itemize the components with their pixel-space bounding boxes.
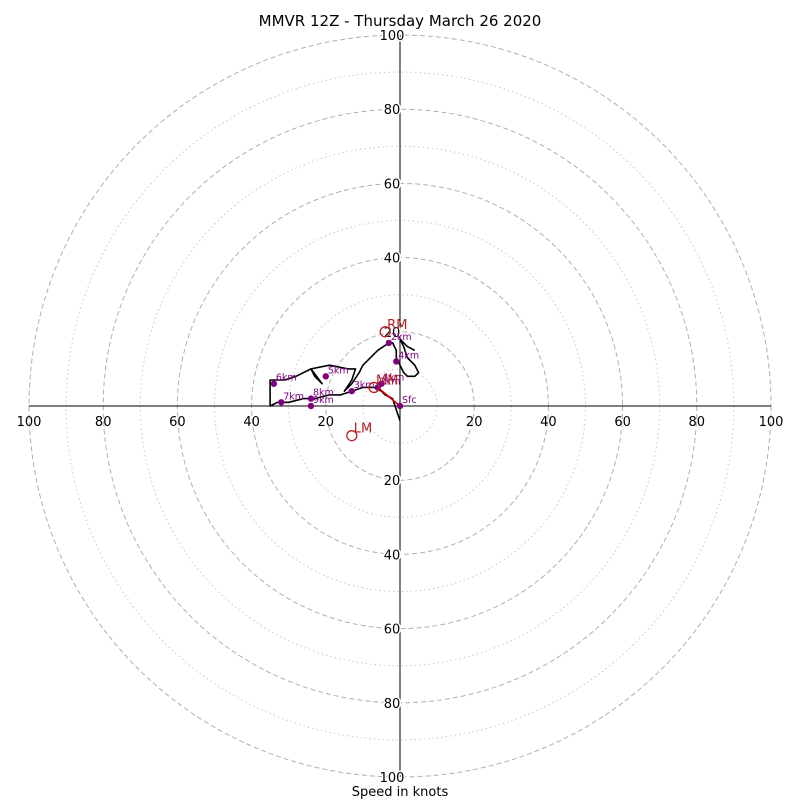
storm-motion-marker (379, 326, 391, 338)
x-axis-label: Speed in knots (352, 785, 449, 800)
x-tick-label: 20 (466, 415, 483, 430)
y-tick-label: 40 (384, 548, 401, 563)
storm-motion-mm: MM (368, 373, 398, 394)
x-tick-label: 20 (318, 415, 335, 430)
height-marker-dot (393, 358, 400, 365)
height-marker-dot (307, 402, 315, 410)
bulk-shear-line (377, 386, 401, 407)
height-marker-label: 3km (354, 380, 375, 391)
height-marker-dot (307, 395, 315, 402)
height-marker-label: 1km (383, 373, 404, 384)
x-tick-label: 60 (614, 415, 631, 430)
y-tick-label: 100 (380, 29, 405, 44)
x-tick-label: 80 (689, 415, 706, 430)
y-tick-label: 100 (380, 771, 405, 786)
x-tick-label: 100 (17, 415, 42, 430)
height-marker-7km: 7km (278, 391, 304, 406)
height-marker-8km: 8km (307, 388, 334, 402)
height-marker-label: 2km (391, 332, 412, 343)
y-tick-label: 80 (384, 103, 401, 118)
y-tick-label: 60 (384, 177, 401, 192)
height-marker-label: 4km (398, 350, 419, 361)
storm-motion-lm: LM (346, 422, 372, 442)
height-marker-6km: 6km (270, 373, 297, 387)
y-tick-label: 60 (384, 623, 401, 638)
height-marker-dot (278, 399, 285, 406)
hodograph-trace (269, 338, 420, 422)
height-marker-label: Sfc (402, 395, 417, 406)
height-marker-5km: 5km (322, 365, 349, 380)
x-tick-label: 40 (540, 415, 557, 430)
height-marker-2km: 2km (385, 332, 412, 347)
tick-labels: 100 80 60 40 20 20 40 60 80 100 100 80 60 40 20 20 40 60 8… (17, 28, 784, 788)
chart-title: MMVR 12Z - Thursday March 26 2020 (259, 12, 542, 30)
storm-motion-label: LM (354, 422, 372, 437)
storm-motions: RM MM LM (346, 318, 407, 442)
x-tick-label: 80 (95, 415, 112, 430)
height-marker-9km: 9km (307, 395, 334, 410)
x-tick-label: 60 (169, 415, 186, 430)
height-marker-label: 8km (313, 388, 334, 399)
storm-motion-marker (368, 381, 380, 394)
height-marker-4km: 4km (393, 350, 419, 365)
height-marker-3km: 3km (348, 380, 375, 395)
height-marker-dot (396, 402, 404, 410)
storm-motion-marker (346, 430, 358, 442)
shear-vector (377, 386, 401, 407)
height-marker-label: 9km (313, 395, 334, 406)
height-marker-dot (385, 339, 393, 347)
y-tick-label: 20 (384, 474, 401, 489)
y-tick-label: 40 (384, 252, 401, 267)
height-marker-label: 7km (283, 391, 304, 402)
hodograph-line (269, 338, 420, 422)
height-marker-dot (348, 387, 355, 395)
height-marker-dot (322, 373, 329, 380)
height-marker-label: 5km (328, 365, 349, 376)
storm-motion-rm: RM (379, 318, 407, 338)
y-tick-label: 20 (384, 326, 401, 341)
storm-motion-label: MM (376, 373, 398, 388)
x-tick-label: 100 (759, 415, 784, 430)
height-marker-dot (270, 380, 278, 387)
x-tick-label: 40 (243, 415, 260, 430)
height-marker-label: 2km (380, 376, 401, 387)
height-marker-sfc: Sfc (396, 395, 417, 410)
storm-motion-label: RM (387, 318, 407, 333)
height-marker-label: 6km (276, 373, 297, 384)
y-tick-label: 80 (384, 697, 401, 712)
